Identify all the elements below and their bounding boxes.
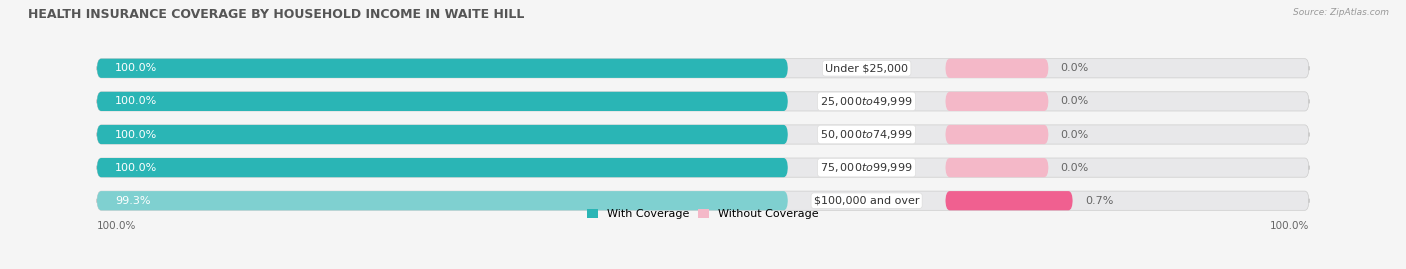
Text: 100.0%: 100.0% [115, 63, 157, 73]
FancyBboxPatch shape [97, 59, 1309, 78]
FancyBboxPatch shape [945, 158, 1049, 177]
FancyBboxPatch shape [97, 125, 787, 144]
Text: $100,000 and over: $100,000 and over [814, 196, 920, 206]
FancyBboxPatch shape [97, 125, 1309, 144]
Text: HEALTH INSURANCE COVERAGE BY HOUSEHOLD INCOME IN WAITE HILL: HEALTH INSURANCE COVERAGE BY HOUSEHOLD I… [28, 8, 524, 21]
Text: 0.0%: 0.0% [1060, 162, 1088, 173]
FancyBboxPatch shape [945, 191, 1073, 210]
Text: 100.0%: 100.0% [1270, 221, 1309, 231]
Text: 99.3%: 99.3% [115, 196, 150, 206]
Text: 0.0%: 0.0% [1060, 96, 1088, 107]
Text: 0.7%: 0.7% [1085, 196, 1114, 206]
FancyBboxPatch shape [945, 92, 1049, 111]
FancyBboxPatch shape [97, 191, 1309, 210]
FancyBboxPatch shape [97, 59, 787, 78]
Text: 0.0%: 0.0% [1060, 129, 1088, 140]
FancyBboxPatch shape [97, 92, 787, 111]
Text: Source: ZipAtlas.com: Source: ZipAtlas.com [1294, 8, 1389, 17]
FancyBboxPatch shape [945, 59, 1049, 78]
Text: $75,000 to $99,999: $75,000 to $99,999 [820, 161, 912, 174]
FancyBboxPatch shape [97, 191, 787, 210]
Text: 100.0%: 100.0% [115, 129, 157, 140]
Text: 100.0%: 100.0% [115, 96, 157, 107]
Text: Under $25,000: Under $25,000 [825, 63, 908, 73]
FancyBboxPatch shape [97, 158, 787, 177]
Text: $25,000 to $49,999: $25,000 to $49,999 [820, 95, 912, 108]
Text: 100.0%: 100.0% [115, 162, 157, 173]
Text: 100.0%: 100.0% [97, 221, 136, 231]
FancyBboxPatch shape [97, 92, 1309, 111]
Legend: With Coverage, Without Coverage: With Coverage, Without Coverage [582, 205, 824, 224]
FancyBboxPatch shape [97, 158, 1309, 177]
FancyBboxPatch shape [945, 125, 1049, 144]
Text: $50,000 to $74,999: $50,000 to $74,999 [820, 128, 912, 141]
Text: 0.0%: 0.0% [1060, 63, 1088, 73]
